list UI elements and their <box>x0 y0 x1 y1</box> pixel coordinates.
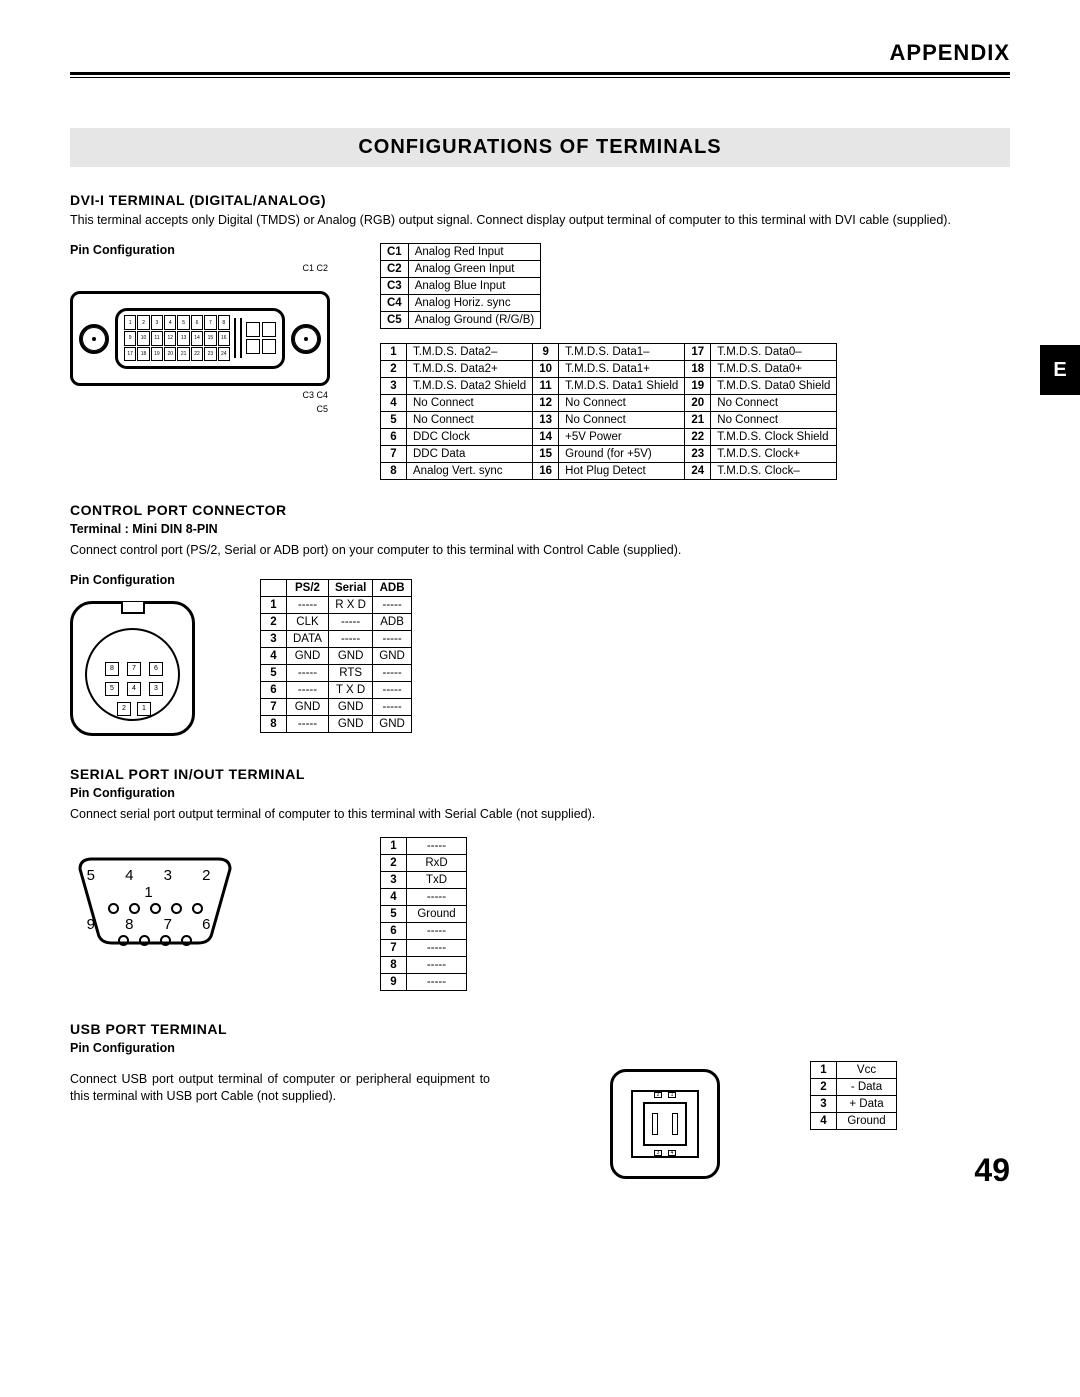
dvi-diagram-block: Pin Configuration C1 C2 1234567891011121… <box>70 243 350 414</box>
serial-para: Connect serial port output terminal of c… <box>70 806 1010 823</box>
dvi-c-table: C1Analog Red InputC2Analog Green InputC3… <box>380 243 541 329</box>
ctrl-para: Connect control port (PS/2, Serial or AD… <box>70 542 1010 559</box>
din-notch-icon <box>121 602 145 614</box>
usb-inner2-icon <box>643 1102 687 1146</box>
dvi-connector-icon: 123456789101112131415161718192021222324 <box>70 291 330 386</box>
usb-para: Connect USB port output terminal of comp… <box>70 1071 490 1105</box>
dvi-pin-grid: 123456789101112131415161718192021222324 <box>124 315 230 361</box>
dvi-c-labels-bot2: C5 <box>70 404 328 414</box>
serial-pins-top <box>70 903 240 914</box>
side-tab: E <box>1040 345 1080 395</box>
serial-pincfg-label: Pin Configuration <box>70 786 1010 800</box>
dvi-pin-table: 1T.M.D.S. Data2–9T.M.D.S. Data1–17T.M.D.… <box>380 343 837 480</box>
ctrl-row: Pin Configuration 87654321 PS/2SerialADB… <box>70 573 1010 736</box>
usb-row: Connect USB port output terminal of comp… <box>70 1061 1010 1179</box>
ctrl-terminal: Terminal : Mini DIN 8-PIN <box>70 522 1010 536</box>
appendix-title: APPENDIX <box>70 40 1010 66</box>
dvi-row: Pin Configuration C1 C2 1234567891011121… <box>70 243 1010 480</box>
ctrl-pincfg-label: Pin Configuration <box>70 573 230 587</box>
ctrl-diagram-block: Pin Configuration 87654321 <box>70 573 230 736</box>
serial-top-nums: 5 4 3 2 1 <box>70 867 240 901</box>
serial-heading: SERIAL PORT IN/OUT TERMINAL <box>70 766 1010 782</box>
serial-table: 1-----2RxD3TxD4-----5Ground6-----7-----8… <box>380 837 467 991</box>
usb-pincfg-label: Pin Configuration <box>70 1041 1010 1055</box>
serial-row: 5 4 3 2 1 9 8 7 6 1-----2RxD3TxD4-----5G… <box>70 837 1010 991</box>
serial-diagram-block: 5 4 3 2 1 9 8 7 6 <box>70 855 240 950</box>
rule-thick <box>70 72 1010 75</box>
serial-bot-nums: 9 8 7 6 <box>70 916 240 933</box>
dvi-pincfg-label: Pin Configuration <box>70 243 350 257</box>
serial-pins-bot <box>70 935 240 946</box>
dvi-screw-left-icon <box>79 324 109 354</box>
dvi-c-labels-top: C1 C2 <box>70 263 328 273</box>
dvi-screw-right-icon <box>291 324 321 354</box>
dvi-c-labels-bot1: C3 C4 <box>70 390 328 400</box>
page-number: 49 <box>974 1152 1010 1189</box>
dvi-ground-bar-icon <box>234 318 242 358</box>
din-connector-icon: 87654321 <box>70 601 195 736</box>
dvi-tables: C1Analog Red InputC2Analog Green InputC3… <box>380 243 837 480</box>
dvi-heading: DVI-I TERMINAL (DIGITAL/ANALOG) <box>70 192 1010 208</box>
dvi-c-block-icon <box>246 322 276 354</box>
section-title: CONFIGURATIONS OF TERMINALS <box>70 128 1010 167</box>
dvi-body-icon: 123456789101112131415161718192021222324 <box>115 308 285 369</box>
usb-connector-icon: 21 34 <box>610 1069 720 1179</box>
usb-heading: USB PORT TERMINAL <box>70 1021 1010 1037</box>
ctrl-heading: CONTROL PORT CONNECTOR <box>70 502 1010 518</box>
dvi-para: This terminal accepts only Digital (TMDS… <box>70 212 1010 229</box>
rule-thin <box>70 77 1010 78</box>
ctrl-table: PS/2SerialADB1-----R X D-----2CLK-----AD… <box>260 579 412 733</box>
usb-table: 1Vcc2- Data3+ Data4Ground <box>810 1061 897 1130</box>
din-pins: 87654321 <box>87 630 178 719</box>
usb-tabs-bot: 34 <box>654 1150 676 1156</box>
